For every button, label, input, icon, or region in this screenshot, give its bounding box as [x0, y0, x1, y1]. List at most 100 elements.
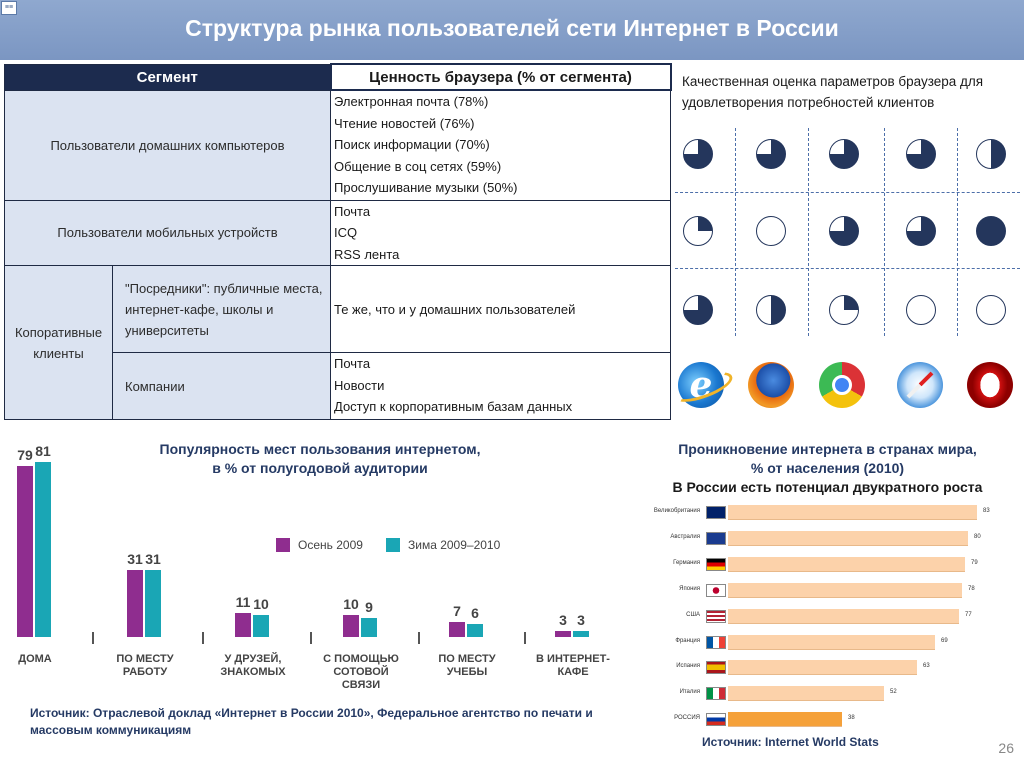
ie-letter: e [689, 364, 713, 406]
assessment-pie [906, 216, 936, 246]
bar-autumn [235, 613, 251, 637]
legend-label-autumn: Осень 2009 [298, 538, 363, 552]
value-line: Поиск информации (70%) [334, 137, 490, 152]
bar-value-label: 7 [453, 602, 461, 619]
bar-value-label: 3 [577, 611, 585, 628]
assessment-pie [976, 216, 1006, 246]
category-label-line: УЧЕБЫ [446, 666, 488, 678]
popularity-title-line2: в % от полугодовой аудитории [212, 460, 428, 476]
penetration-value: 38 [848, 715, 855, 722]
pie-circle [976, 295, 1006, 325]
page-number: 26 [998, 740, 1014, 756]
value-line: ICQ [334, 225, 358, 240]
category-label-line: КАФЕ [557, 666, 589, 678]
flag-icon [706, 635, 726, 649]
value-line: Чтение новостей (76%) [334, 115, 475, 131]
category-label-line: ПО МЕСТУ [116, 653, 174, 665]
segment-corporate: Копоративные клиенты [4, 265, 113, 420]
grid-divider-h [675, 192, 1020, 193]
values-intermediaries: Те же, что и у домашних пользователей [330, 265, 671, 353]
flag-icon [706, 583, 726, 597]
pie-circle [683, 295, 713, 325]
source-left: Источник: Отраслевой доклад «Интернет в … [30, 706, 593, 737]
penetration-subtitle: В России есть потенциал двукратного рост… [672, 479, 983, 495]
assessment-pie [756, 295, 786, 325]
category-label: С ПОМОЩЬЮ СОТОВОЙ СВЯЗИ [321, 653, 401, 692]
opera-icon [967, 362, 1013, 408]
firefox-icon [748, 362, 794, 408]
segment-intermediaries: "Посредники": публичные места, интернет-… [112, 265, 331, 353]
axis-separator [310, 632, 312, 644]
value-line: Почта [334, 203, 371, 219]
penetration-bar [728, 686, 884, 702]
pie-circle [906, 139, 936, 169]
axis-separator [524, 632, 526, 644]
penetration-bar [728, 505, 977, 520]
assessment-pie [756, 139, 786, 169]
assessment-pie [829, 295, 859, 325]
country-label: США [686, 611, 700, 618]
penetration-value: 80 [974, 533, 981, 540]
grid-divider-v [957, 128, 958, 336]
country-label: Испания [676, 663, 700, 670]
assessment-pie [906, 295, 936, 325]
penetration-bar [728, 660, 917, 676]
pie-circle [756, 216, 786, 246]
penetration-value: 77 [965, 611, 972, 618]
flag-icon [706, 687, 726, 701]
category-label-line: С ПОМОЩЬЮ [323, 653, 399, 665]
assessment-pie [829, 139, 859, 169]
flag-icon [706, 557, 726, 571]
segment-home: Пользователи домашних компьютеров [4, 89, 331, 201]
grid-divider-v [808, 128, 809, 336]
penetration-value: 52 [890, 689, 897, 696]
slide-title: Структура рынка пользователей сети Интер… [185, 15, 839, 41]
axis-separator [202, 632, 204, 644]
penetration-bar [728, 634, 935, 650]
penetration-value: 79 [971, 559, 978, 566]
bar-autumn [555, 630, 571, 637]
penetration-bar [728, 582, 962, 598]
country-label: Германия [673, 559, 700, 566]
axis-separator [92, 632, 94, 644]
value-line: Электронная почта (78%) [334, 94, 489, 109]
penetration-title-line1: Проникновение интернета в странах мира, [678, 441, 977, 457]
pie-circle [756, 139, 786, 169]
category-label-line: СОТОВОЙ [333, 666, 389, 678]
bar-winter [467, 624, 483, 637]
col-header-value: Ценность браузера (% от сегмента) [329, 63, 672, 91]
bar-value-label: 31 [145, 551, 161, 568]
bar-winter [145, 570, 161, 637]
segment-companies: Компании [112, 352, 331, 420]
country-label: Австралия [670, 533, 700, 540]
penetration-value: 69 [941, 637, 948, 644]
penetration-value: 78 [968, 585, 975, 592]
bar-value-label: 6 [471, 605, 479, 622]
assessment-pie [829, 216, 859, 246]
penetration-value: 63 [923, 663, 930, 670]
country-label: Франция [675, 637, 700, 644]
penetration-bar [728, 608, 959, 624]
popularity-title: Популярность мест пользования интернетом… [120, 440, 520, 478]
value-line: Общение в соц сетях (59%) [334, 158, 502, 174]
pie-circle [906, 295, 936, 325]
source-right: Источник: Internet World Stats [702, 735, 879, 749]
pie-circle [906, 216, 936, 246]
value-line: Прослушивание музыки (50%) [334, 180, 518, 195]
bar-autumn [449, 621, 465, 637]
legend-swatch-autumn [276, 538, 290, 552]
bar-value-label: 9 [365, 598, 373, 615]
assessment-pie [683, 216, 713, 246]
legend-label-winter: Зима 2009–2010 [408, 538, 501, 552]
internet-explorer-icon: e [678, 362, 724, 408]
values-mobile: Почта ICQ RSS лента [330, 199, 671, 266]
bar-value-label: 10 [343, 596, 359, 613]
assessment-pie [976, 139, 1006, 169]
pie-circle [683, 216, 713, 246]
country-label: РОССИЯ [674, 715, 700, 722]
values-companies: Почта Новости Доступ к корпоративным баз… [330, 352, 671, 420]
category-label-line: ЗНАКОМЫХ [220, 666, 286, 678]
pie-circle [976, 139, 1006, 169]
pie-circle [756, 295, 786, 325]
bar-value-label: 10 [253, 596, 269, 613]
